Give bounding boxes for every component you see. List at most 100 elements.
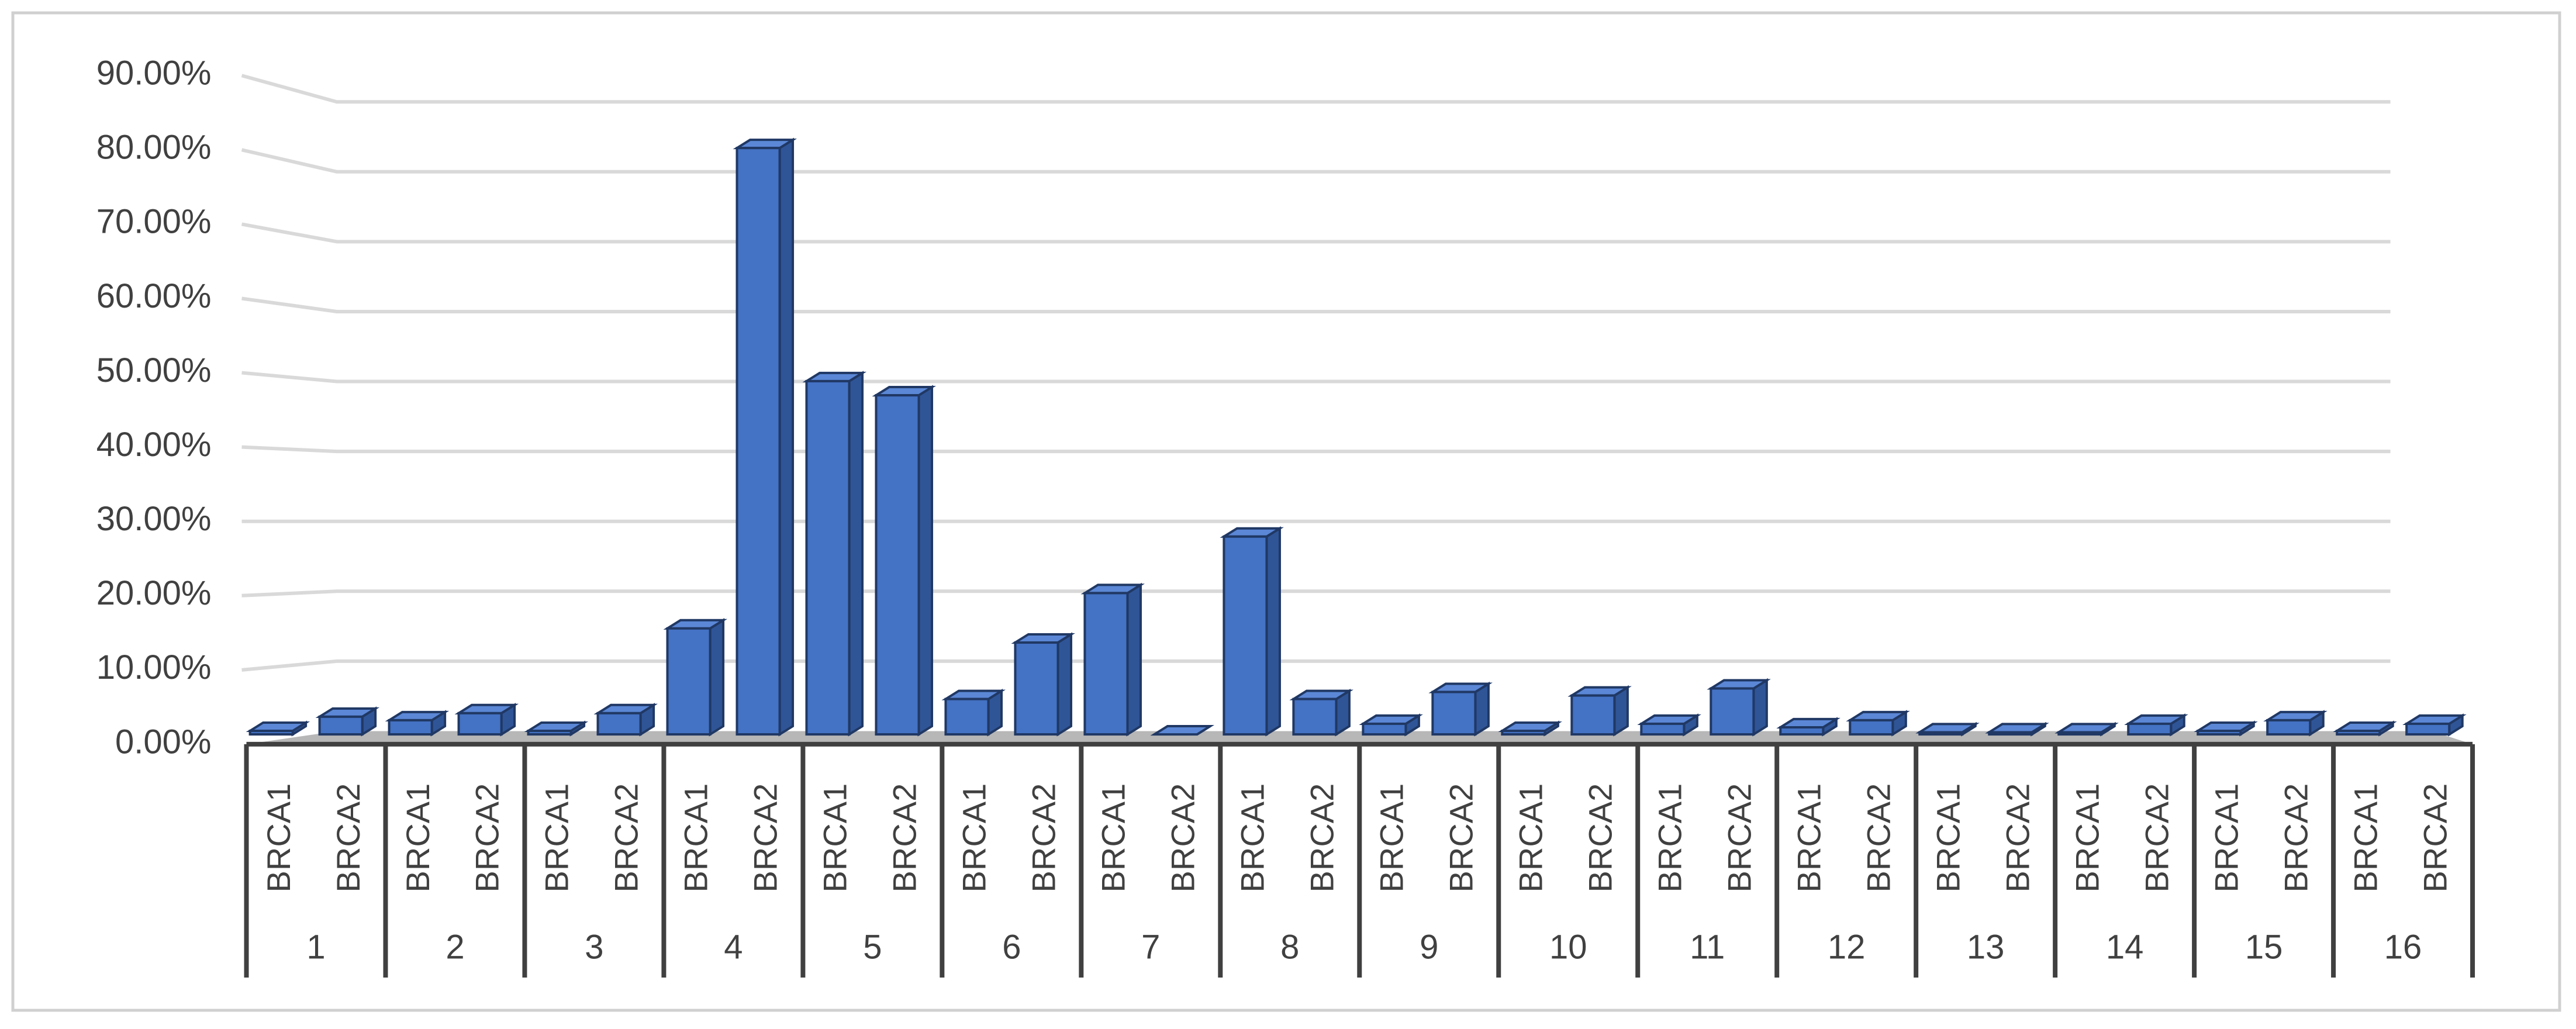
bar-face [457,712,503,736]
bar-face [1501,730,1546,736]
bar-face [1849,719,1894,736]
bar [1915,721,1980,737]
bar-face [2057,731,2103,736]
bar [1150,725,1214,736]
bar-face [1779,726,1825,736]
bar-face [848,371,864,737]
group-label: 15 [2245,928,2283,966]
bar-face [2127,722,2173,736]
bar [1498,720,1562,737]
bar [1567,685,1632,737]
x-tick-label: BRCA1 [2208,783,2244,893]
bar-face [735,147,781,736]
x-tick-label: BRCA1 [260,783,297,893]
x-tick-label: BRCA1 [1790,783,1827,893]
x-tick-label: BRCA2 [1443,783,1480,893]
x-tick-label: BRCA1 [2069,783,2105,893]
bar [1846,710,1910,737]
group-label: 6 [1002,928,1021,966]
x-tick-label: BRCA1 [1373,783,1410,893]
bar [246,720,310,737]
bar-face [2336,730,2381,736]
bar [2054,721,2119,737]
y-tick-label: 20.00% [96,574,212,612]
bar [1289,688,1353,737]
x-tick-label: BRCA1 [1513,783,1549,893]
group-label: 1 [306,928,325,966]
grid-line [241,589,2391,598]
x-tick-label: BRCA2 [608,783,645,893]
bar-face [388,719,433,736]
bar-face [1126,582,1142,737]
x-tick-label: BRCA2 [1999,783,2036,893]
bar-face [2266,719,2312,736]
y-tick-label: 40.00% [96,426,212,464]
bar-face [805,379,851,736]
x-tick-label: BRCA1 [956,783,993,893]
group-label: 7 [1141,928,1160,966]
x-tick-label: BRCA1 [399,783,436,893]
group-label: 12 [1828,928,1866,966]
y-tick-label: 50.00% [96,351,212,389]
group-label: 2 [446,928,464,966]
bar [2333,720,2397,737]
bar [1776,717,1841,737]
bar-face [1431,690,1477,736]
bar [1220,526,1284,737]
x-tick-label: BRCA1 [1652,783,1688,893]
x-tick-label: BRCA2 [2277,783,2314,893]
x-tick-label: BRCA1 [2347,783,2384,893]
bar [315,706,380,737]
x-tick-label: BRCA1 [538,783,575,893]
group-label: 10 [1549,928,1587,966]
bar [2263,710,2328,737]
bar-face [1640,722,1686,736]
group-label: 9 [1420,928,1438,966]
bar-face [2405,722,2451,736]
y-tick-label: 0.00% [115,723,211,761]
y-tick-label: 70.00% [96,203,212,241]
bar [1637,713,1701,737]
x-tick-label: BRCA2 [2138,783,2175,893]
y-tick-label: 10.00% [96,648,212,686]
bar [802,371,867,737]
bar [1011,632,1075,737]
bar-face [917,385,934,737]
bar [524,720,589,737]
grid-line [241,222,2391,244]
y-tick-label: 60.00% [96,277,212,315]
bar [663,618,728,737]
bar [2402,713,2467,737]
bar-face [875,394,920,736]
bar-face [527,730,572,736]
bar-face [1223,535,1268,736]
bar-face [1150,725,1214,736]
bar-face [1988,731,2033,736]
x-tick-label: BRCA2 [1721,783,1757,893]
grid-line [241,74,2391,104]
y-tick-label: 30.00% [96,500,212,538]
x-tick-label: BRCA2 [2416,783,2453,893]
bar [454,703,519,737]
group-label: 16 [2384,928,2422,966]
group-label: 8 [1280,928,1299,966]
grid-line [241,371,2391,384]
bar [385,710,450,737]
x-tick-label: BRCA2 [1860,783,1897,893]
bar [733,137,797,737]
bar-face [709,618,725,737]
bar-face [944,697,990,736]
x-tick-label: BRCA2 [747,783,784,893]
x-tick-label: BRCA1 [1234,783,1271,893]
floor [246,731,2473,744]
x-tick-label: BRCA1 [1929,783,1966,893]
x-tick-label: BRCA1 [1095,783,1132,893]
bar-face [318,715,364,736]
bar-face [1710,687,1755,736]
x-tick-label: BRCA2 [469,783,506,893]
x-tick-label: BRCA2 [330,783,367,893]
bar [593,703,658,737]
bar-face [2197,730,2242,736]
bar-face [1292,697,1338,736]
